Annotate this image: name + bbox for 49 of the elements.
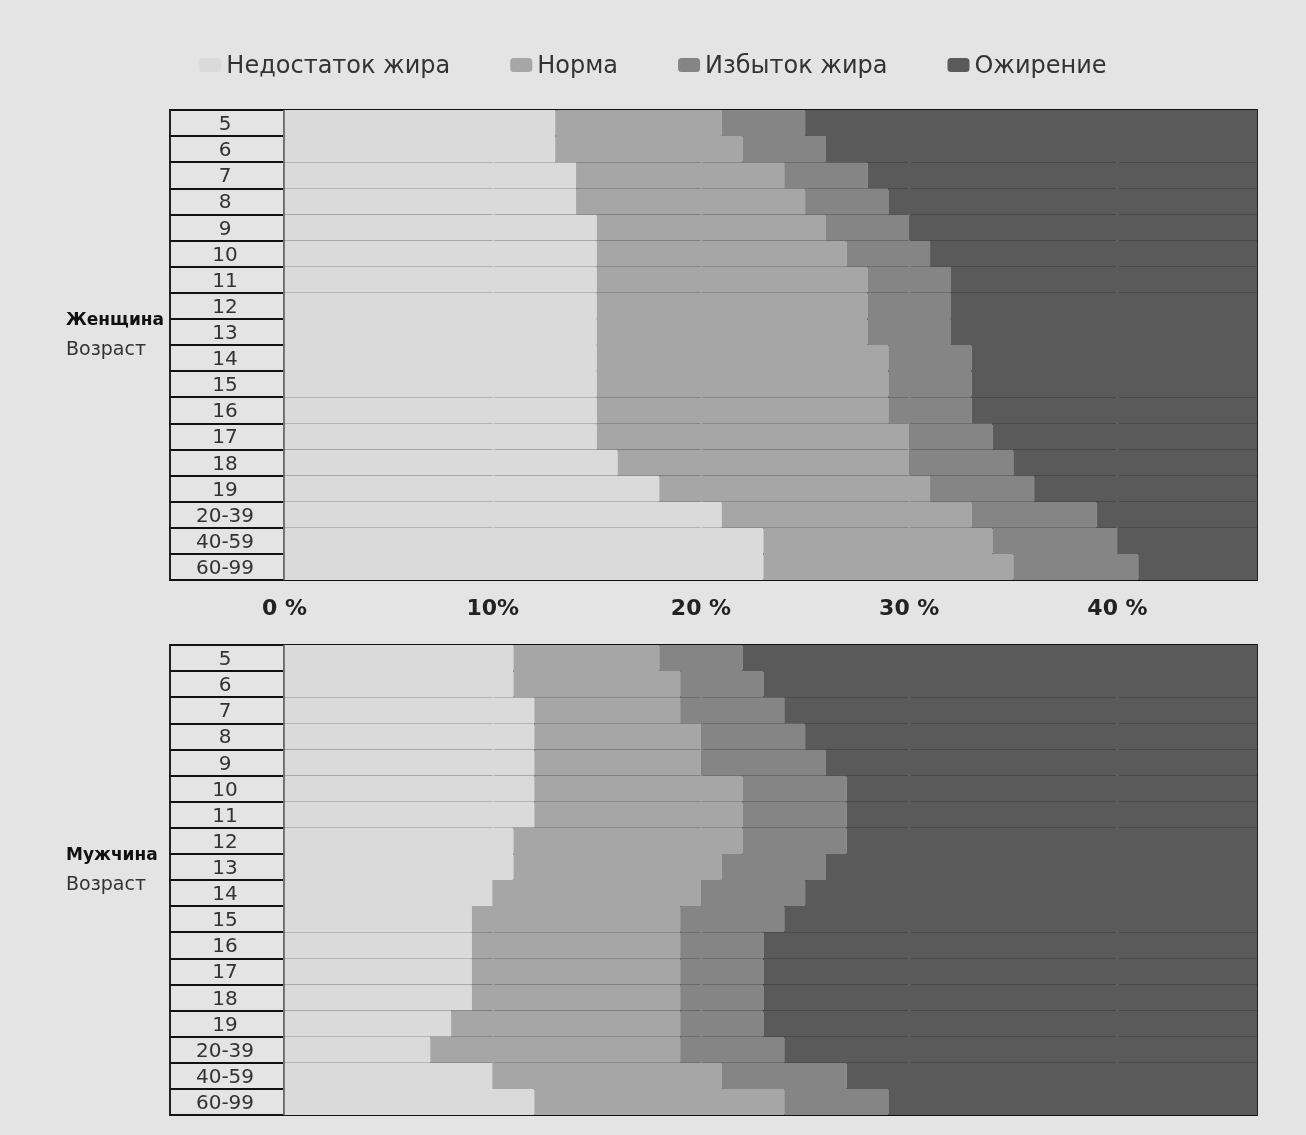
- y-tick-label: 9: [218, 215, 232, 240]
- y-tick-label: 6: [218, 137, 232, 162]
- y-tick-label: 6: [218, 672, 232, 697]
- y-tick-label: 14: [212, 346, 238, 371]
- y-tick-label: 19: [212, 476, 238, 501]
- y-tick-label: 40-59: [195, 1063, 255, 1088]
- legend-label: Норма: [537, 51, 619, 79]
- y-tick-label: 18: [212, 450, 238, 475]
- y-tick-label: 7: [218, 698, 232, 723]
- y-tick-label: 10: [212, 776, 238, 801]
- y-tick-label: 16: [212, 398, 238, 423]
- y-tick-label: 20-39: [195, 502, 255, 527]
- x-tick-label: 20 %: [670, 594, 732, 620]
- y-tick-label: 7: [218, 163, 232, 188]
- y-axis-title: Возраст: [66, 871, 146, 894]
- x-tick-label: 10%: [466, 594, 520, 620]
- y-tick-label: 11: [212, 267, 238, 292]
- y-tick-label: 14: [212, 881, 238, 906]
- text: Женщина: [66, 308, 165, 329]
- x-tick-label: 30 %: [879, 594, 940, 620]
- y-tick-label: 12: [212, 828, 238, 853]
- y-tick-label: 8: [218, 189, 232, 214]
- y-tick-label: 5: [218, 111, 232, 136]
- y-tick-label: 13: [212, 319, 238, 344]
- legend-label: Избыток жира: [705, 51, 888, 79]
- y-tick-label: 60-99: [195, 1089, 255, 1114]
- y-tick-label: 19: [212, 1011, 238, 1036]
- y-tick-label: 20-39: [195, 1037, 255, 1062]
- y-tick-label: 13: [212, 854, 238, 879]
- legend-label: Ожирение: [974, 51, 1107, 79]
- x-tick-label: 0 %: [262, 594, 308, 620]
- y-tick-label: 17: [212, 959, 238, 984]
- y-tick-label: 15: [212, 372, 238, 397]
- y-tick-label: 16: [212, 933, 238, 958]
- y-tick-label: 15: [212, 907, 238, 932]
- y-tick-label: 8: [218, 724, 232, 749]
- y-tick-label: 60-99: [195, 554, 255, 579]
- y-tick-label: 40-59: [195, 528, 255, 553]
- x-tick-label: 40 %: [1087, 594, 1148, 620]
- y-tick-label: 11: [212, 802, 238, 827]
- legend-label: Недостаток жира: [226, 51, 451, 79]
- y-tick-label: 10: [212, 241, 238, 266]
- y-tick-label: 18: [212, 985, 238, 1010]
- text: Мужчина: [66, 843, 158, 864]
- y-tick-label: 9: [218, 750, 232, 775]
- y-tick-label: 12: [212, 293, 238, 318]
- y-tick-label: 17: [212, 424, 238, 449]
- y-axis-title: Возраст: [66, 336, 146, 359]
- y-tick-label: 5: [218, 646, 232, 671]
